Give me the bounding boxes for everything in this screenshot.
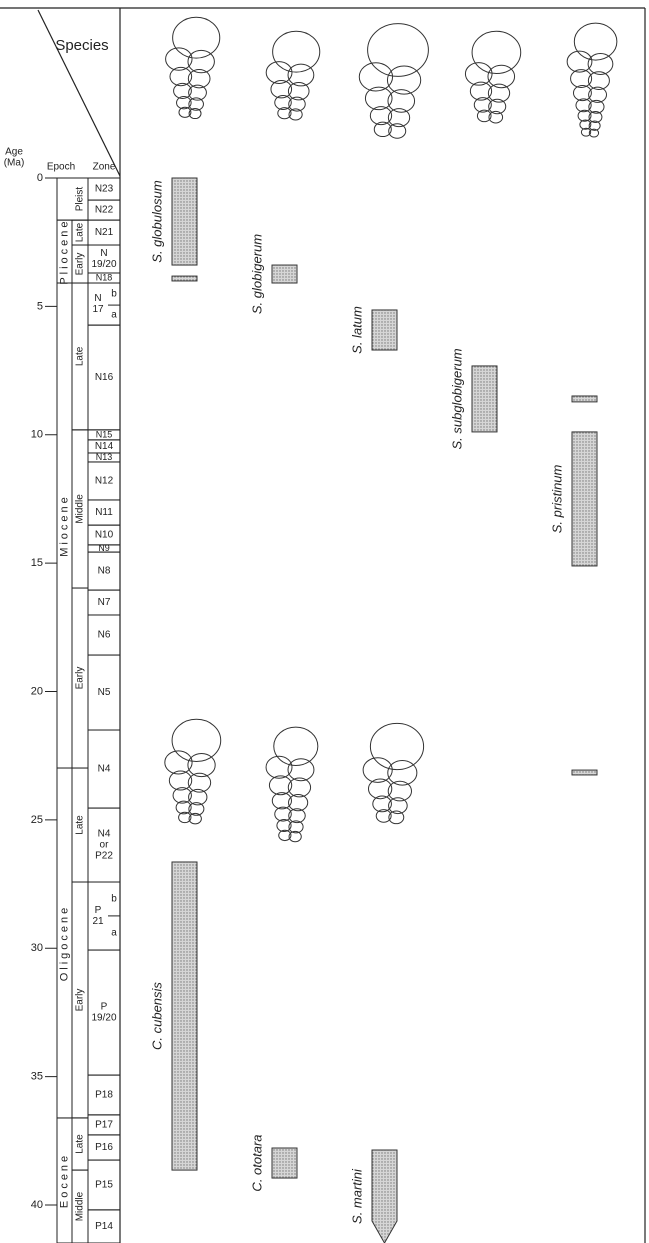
species-header: Species [55,37,108,54]
epoch-label: Pliocene [58,218,70,284]
chart: Species Age (Ma) Epoch Zone 0 5 10 15 20 25 30… [0,0,649,1243]
zone-label: N12 [95,476,114,487]
species-name: S. globulosum [149,180,164,263]
zone-label: P17 [95,1120,113,1131]
subepoch-label: Late [75,222,86,242]
range-bar [472,366,497,432]
epoch-label: Oligocene [58,905,70,982]
subepoch-label: Late [75,346,86,366]
species-name: C. ototara [249,1134,264,1191]
subepoch-label: Middle [75,494,86,524]
subepoch-label: Middle [75,1191,86,1221]
zone-label: N5 [98,687,111,698]
range-bar [572,770,597,775]
zone-label: P14 [95,1221,113,1232]
zone-label: N22 [95,205,114,216]
epoch-label: Eocene [58,1153,70,1208]
range-bar [172,862,197,1170]
zone-label: N11 [95,507,113,518]
chamber [172,719,221,761]
range-bar [372,310,397,350]
epoch-label: Miocene [58,494,70,557]
species-name: S. latum [349,306,364,354]
zone-label: 21 [92,916,104,927]
y-tick-label: 25 [31,814,43,826]
epoch-header: Epoch [47,162,75,173]
subepoch-label: Early [75,253,86,276]
zone-label: N18 [96,272,113,282]
axis-label: (Ma) [4,158,25,169]
y-tick-label: 0 [37,172,43,184]
range-bar [272,1148,297,1178]
species-name: C. cubensis [149,982,164,1050]
chamber [472,31,521,73]
zone-label: N8 [98,566,111,577]
zone-label: N9 [98,543,110,553]
subzone-label: a [111,310,117,321]
zone-label: N16 [95,372,114,383]
subepoch-label: Early [75,989,86,1012]
y-tick-label: 15 [31,557,43,569]
zone-label: 17 [92,304,104,315]
subzone-label: b [111,894,117,905]
subepoch-label: Late [75,815,86,835]
range-bar [172,276,197,281]
species-name: S. martini [349,1168,364,1224]
zone-label: N4 [98,764,111,775]
y-tick-label: 40 [31,1199,43,1211]
range-bar [572,396,597,402]
subzone-label: b [111,289,117,300]
zone-label: 19/20 [91,259,116,270]
range-bar [272,265,297,283]
zone-label: P [95,905,102,916]
zone-label: N10 [95,530,114,541]
zone-label: N [94,293,101,304]
zone-label: N6 [98,630,111,641]
zone-label: P [101,1002,108,1013]
species-name: S. subglobigerum [449,348,464,449]
subepoch-label: Late [75,1134,86,1154]
y-tick-label: 10 [31,429,43,441]
zone-label: N14 [95,441,114,452]
zone-label: P16 [95,1142,113,1153]
subepoch-label: Early [75,667,86,690]
range-bar [572,432,597,566]
zone-label: N [100,248,107,259]
epoch-label: Pleist [75,187,86,212]
y-tick-label: 5 [37,300,43,312]
y-tick-label: 30 [31,942,43,954]
zone-label: P18 [95,1090,113,1101]
zone-label: 19/20 [91,1013,116,1024]
species-name: S. pristinum [549,464,564,533]
zone-label: or [100,840,110,851]
zone-label: P22 [95,851,113,862]
chamber [173,17,220,58]
range-bar [172,178,197,265]
y-tick-label: 35 [31,1071,43,1083]
zone-label: N15 [96,429,113,439]
axis-label: Age [5,147,23,158]
zone-label: N13 [96,452,113,462]
zone-label: N23 [95,184,114,195]
zone-label: P15 [95,1180,113,1191]
header-diagonal [38,10,120,176]
zone-header: Zone [93,162,116,173]
subzone-label: a [111,928,117,939]
chamber [273,31,320,72]
zone-label: N4 [98,829,111,840]
range-bar [372,1150,397,1243]
zone-label: N21 [95,227,114,238]
species-name: S. globigerum [249,234,264,314]
y-tick-label: 20 [31,685,43,697]
chamber [368,24,429,77]
zone-label: N7 [98,597,111,608]
chamber [370,723,423,769]
foram-drawings [165,17,617,841]
